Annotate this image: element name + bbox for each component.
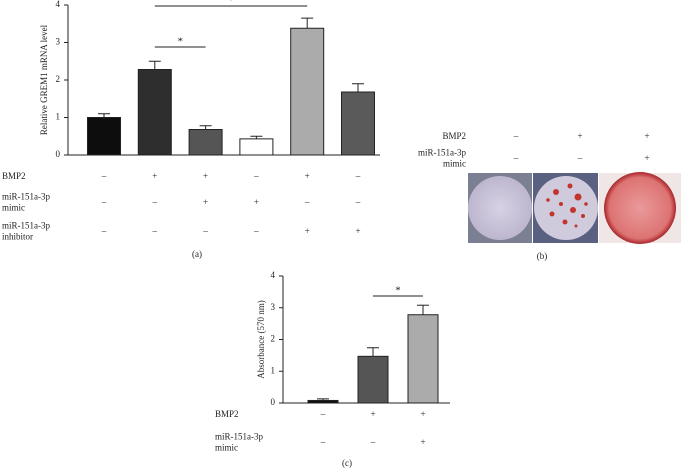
condition-sign: – xyxy=(355,171,361,181)
condition-sign: – xyxy=(370,437,376,447)
condition-label: miR-151a-3p xyxy=(418,148,466,158)
condition-sign: – xyxy=(253,171,259,181)
well-2 xyxy=(534,176,598,240)
condition-label: miR-151a-3p xyxy=(2,192,50,202)
condition-sign: – xyxy=(355,197,361,207)
condition-label: mimic xyxy=(2,203,25,213)
well-3 xyxy=(604,172,676,244)
significance-mark: * xyxy=(228,0,234,7)
condition-sign: + xyxy=(355,226,360,236)
condition-label: mimic xyxy=(443,159,466,169)
bar xyxy=(407,314,439,404)
condition-sign: – xyxy=(101,197,107,207)
condition-sign: – xyxy=(152,197,158,207)
condition-sign: – xyxy=(513,131,519,141)
condition-sign: – xyxy=(513,153,519,163)
condition-sign: + xyxy=(203,197,208,207)
condition-sign: + xyxy=(203,171,208,181)
significance-mark: * xyxy=(395,285,401,297)
condition-sign: – xyxy=(152,226,158,236)
y-axis-label: Relative GREM1 mRNA level xyxy=(39,24,49,135)
y-tick-label: 2 xyxy=(56,74,61,84)
y-tick-label: 4 xyxy=(56,0,61,9)
condition-label: inhibitor xyxy=(2,232,33,242)
bar xyxy=(290,27,325,156)
condition-label: miR-151a-3p xyxy=(2,221,50,231)
panel-b-images xyxy=(468,172,681,244)
condition-sign: – xyxy=(253,226,259,236)
condition-sign: + xyxy=(305,226,310,236)
condition-label: mimic xyxy=(215,443,238,453)
condition-sign: – xyxy=(304,197,310,207)
condition-sign: – xyxy=(320,409,326,419)
condition-label: miR-151a-3p xyxy=(215,432,263,442)
panel-label: (a) xyxy=(192,249,202,259)
condition-label: BMP2 xyxy=(442,131,466,141)
panel-label: (c) xyxy=(342,458,352,468)
condition-sign: + xyxy=(305,171,310,181)
bar xyxy=(137,69,172,156)
y-tick-label: 0 xyxy=(271,397,276,407)
condition-sign: – xyxy=(320,437,326,447)
condition-label: BMP2 xyxy=(2,171,26,181)
bar xyxy=(188,129,223,156)
y-tick-label: 1 xyxy=(271,365,276,375)
condition-sign: – xyxy=(577,153,583,163)
panel-label: (b) xyxy=(537,251,548,261)
condition-sign: + xyxy=(577,131,582,141)
condition-sign: – xyxy=(101,226,107,236)
y-tick-label: 1 xyxy=(56,112,61,122)
bar xyxy=(357,355,389,404)
condition-sign: + xyxy=(254,197,259,207)
bar xyxy=(87,117,121,156)
y-tick-label: 3 xyxy=(56,37,61,47)
condition-sign: + xyxy=(420,409,425,419)
condition-sign: + xyxy=(420,437,425,447)
y-tick-label: 0 xyxy=(56,149,61,159)
condition-sign: – xyxy=(101,171,107,181)
significance-mark: * xyxy=(177,36,183,48)
bar xyxy=(341,91,375,156)
y-tick-label: 3 xyxy=(271,302,276,312)
condition-sign: + xyxy=(644,153,649,163)
condition-sign: + xyxy=(152,171,157,181)
y-tick-label: 2 xyxy=(271,334,276,344)
condition-sign: + xyxy=(370,409,375,419)
condition-sign: – xyxy=(202,226,208,236)
red-nodules xyxy=(546,183,588,228)
bar xyxy=(307,399,339,404)
y-tick-label: 4 xyxy=(271,270,276,280)
condition-label: BMP2 xyxy=(215,409,239,419)
bar xyxy=(239,138,274,156)
condition-sign: + xyxy=(644,131,649,141)
y-axis-label: Absorbance (570 nm) xyxy=(256,300,266,378)
well-1 xyxy=(468,176,532,240)
